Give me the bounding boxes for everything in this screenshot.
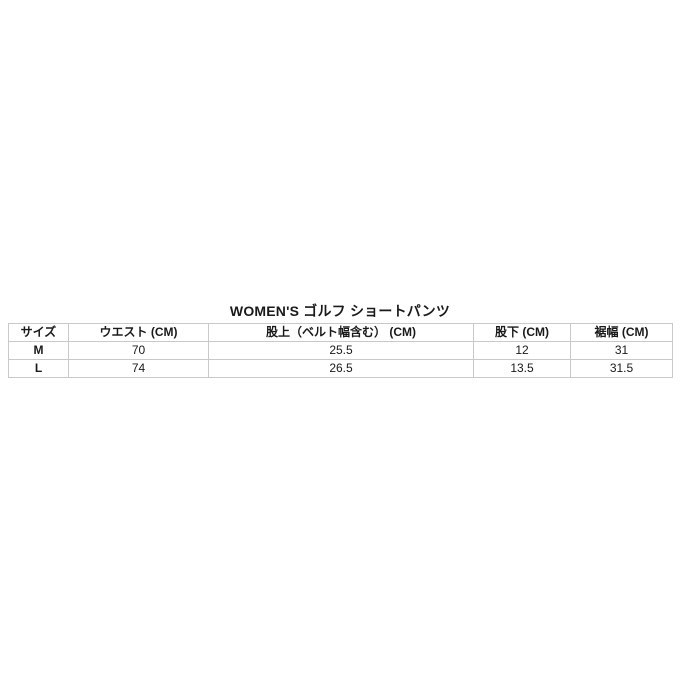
column-header-inseam: 股下 (CM) <box>473 323 571 342</box>
size-chart-table: サイズ ウエスト (CM) 股上（ベルト幅含む） (CM) 股下 (CM) 裾幅… <box>8 323 673 378</box>
hem-width-value-cell: 31.5 <box>570 359 673 378</box>
page-title: WOMEN'S ゴルフ ショートパンツ <box>229 303 451 319</box>
inseam-value-cell: 13.5 <box>473 359 571 378</box>
table-row-size-m: M 70 25.5 12 31 <box>8 341 673 360</box>
rise-value-cell: 26.5 <box>208 359 474 378</box>
column-header-size: サイズ <box>8 323 69 342</box>
rise-value-cell: 25.5 <box>208 341 474 360</box>
hem-width-value-cell: 31 <box>570 341 673 360</box>
waist-value-cell: 70 <box>68 341 209 360</box>
size-cell: M <box>8 341 69 360</box>
table-row-size-l: L 74 26.5 13.5 31.5 <box>8 359 673 378</box>
waist-value-cell: 74 <box>68 359 209 378</box>
column-header-hem-width: 裾幅 (CM) <box>570 323 673 342</box>
column-header-waist: ウエスト (CM) <box>68 323 209 342</box>
inseam-value-cell: 12 <box>473 341 571 360</box>
column-header-rise: 股上（ベルト幅含む） (CM) <box>208 323 474 342</box>
size-cell: L <box>8 359 69 378</box>
table-header-row: サイズ ウエスト (CM) 股上（ベルト幅含む） (CM) 股下 (CM) 裾幅… <box>8 323 673 342</box>
